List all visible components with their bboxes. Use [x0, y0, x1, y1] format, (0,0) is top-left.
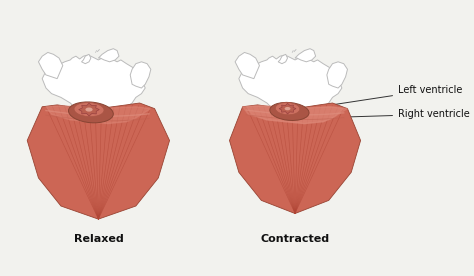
- Text: Left ventricle: Left ventricle: [304, 85, 463, 109]
- Polygon shape: [79, 103, 100, 116]
- Polygon shape: [229, 103, 361, 214]
- Ellipse shape: [270, 102, 309, 120]
- Ellipse shape: [74, 102, 104, 117]
- Polygon shape: [99, 49, 119, 62]
- Ellipse shape: [85, 107, 92, 112]
- Polygon shape: [82, 54, 91, 64]
- Polygon shape: [42, 55, 145, 110]
- Polygon shape: [295, 49, 316, 62]
- Polygon shape: [243, 106, 347, 124]
- Text: Right ventricle: Right ventricle: [317, 109, 470, 119]
- Polygon shape: [327, 62, 347, 88]
- Polygon shape: [46, 106, 151, 124]
- Polygon shape: [246, 106, 344, 124]
- Ellipse shape: [275, 102, 300, 115]
- Polygon shape: [278, 54, 288, 64]
- Polygon shape: [239, 55, 342, 110]
- Polygon shape: [130, 62, 151, 88]
- Polygon shape: [27, 103, 170, 219]
- Polygon shape: [235, 52, 259, 79]
- Polygon shape: [279, 103, 296, 114]
- Ellipse shape: [284, 107, 291, 110]
- Ellipse shape: [68, 102, 113, 123]
- Text: Relaxed: Relaxed: [73, 234, 123, 244]
- Polygon shape: [38, 52, 63, 79]
- Text: Contracted: Contracted: [261, 234, 329, 244]
